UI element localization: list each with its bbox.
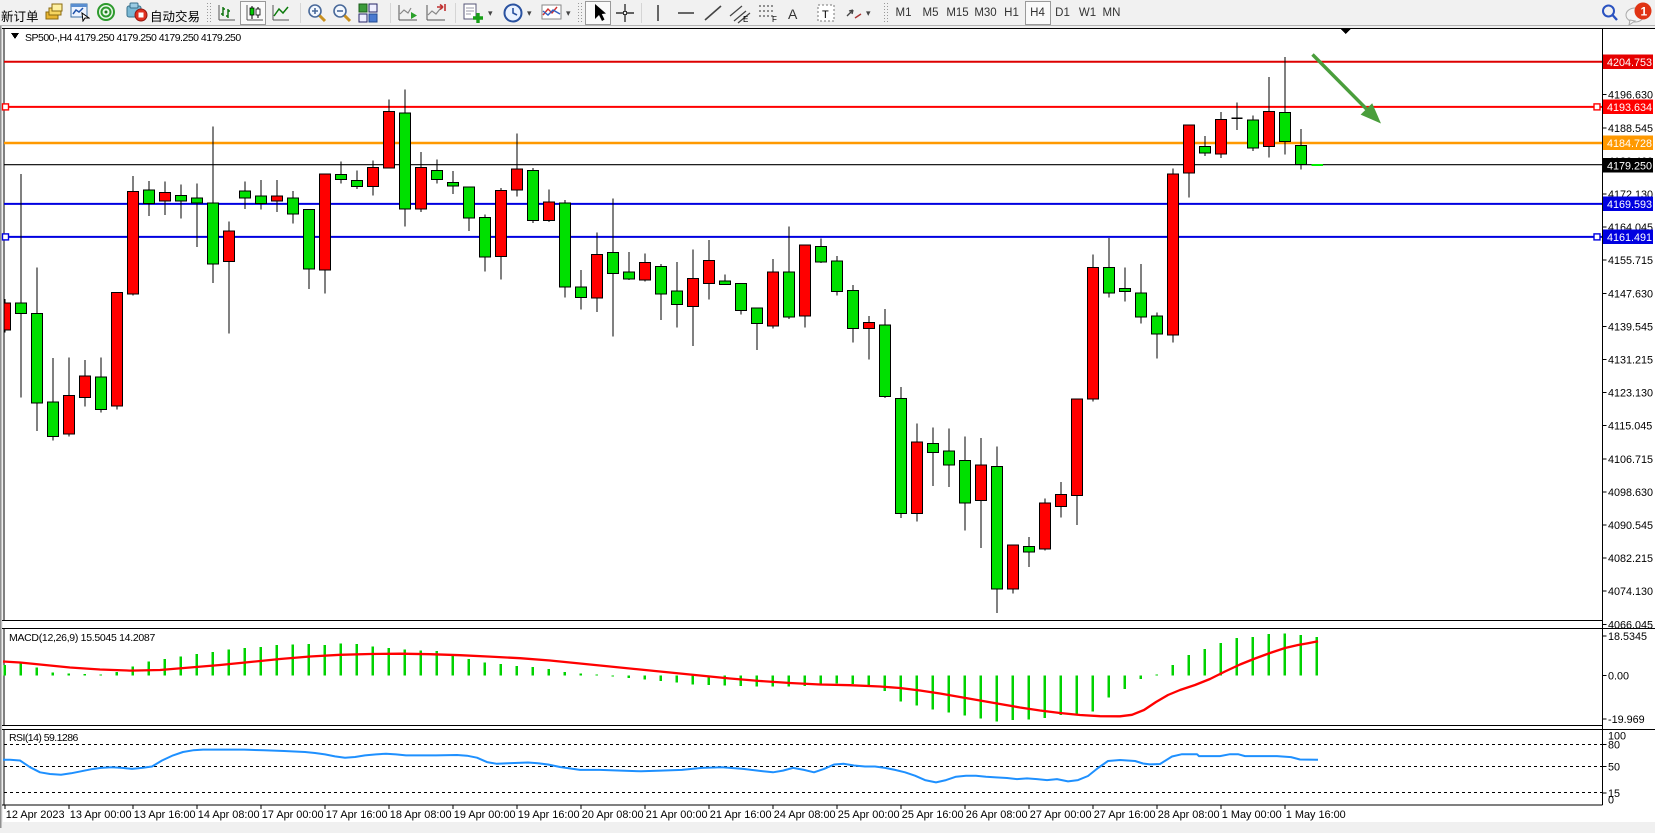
- svg-text:18.5345: 18.5345: [1608, 631, 1647, 643]
- svg-text:4161.491: 4161.491: [1607, 232, 1652, 244]
- svg-text:4196.630: 4196.630: [1608, 90, 1653, 102]
- svg-text:15: 15: [1608, 788, 1620, 800]
- svg-text:0.00: 0.00: [1608, 671, 1629, 683]
- svg-text:4090.545: 4090.545: [1608, 520, 1653, 532]
- svg-text:4155.715: 4155.715: [1608, 255, 1653, 267]
- svg-text:50: 50: [1608, 762, 1620, 774]
- svg-text:19 Apr 16:00: 19 Apr 16:00: [518, 809, 580, 821]
- svg-text:24 Apr 08:00: 24 Apr 08:00: [774, 809, 836, 821]
- svg-text:1 May 00:00: 1 May 00:00: [1222, 809, 1282, 821]
- svg-text:4074.130: 4074.130: [1608, 586, 1653, 598]
- svg-text:RSI(14) 59.1286: RSI(14) 59.1286: [9, 732, 79, 744]
- svg-text:14 Apr 08:00: 14 Apr 08:00: [198, 809, 260, 821]
- svg-text:4204.753: 4204.753: [1607, 57, 1652, 69]
- svg-text:21 Apr 00:00: 21 Apr 00:00: [646, 809, 708, 821]
- svg-text:13 Apr 00:00: 13 Apr 00:00: [70, 809, 132, 821]
- svg-text:100: 100: [1608, 730, 1626, 742]
- svg-text:4179.250: 4179.250: [1607, 160, 1652, 172]
- svg-text:25 Apr 00:00: 25 Apr 00:00: [838, 809, 900, 821]
- svg-text:13 Apr 16:00: 13 Apr 16:00: [134, 809, 196, 821]
- svg-text:28 Apr 08:00: 28 Apr 08:00: [1158, 809, 1220, 821]
- svg-text:4106.715: 4106.715: [1608, 454, 1653, 466]
- svg-text:4169.593: 4169.593: [1607, 199, 1652, 211]
- svg-text:T: T: [822, 9, 829, 21]
- svg-text:26 Apr 08:00: 26 Apr 08:00: [966, 809, 1028, 821]
- svg-text:1 May 16:00: 1 May 16:00: [1286, 809, 1346, 821]
- svg-text:20 Apr 08:00: 20 Apr 08:00: [582, 809, 644, 821]
- svg-text:25 Apr 16:00: 25 Apr 16:00: [902, 809, 964, 821]
- svg-text:27 Apr 16:00: 27 Apr 16:00: [1094, 809, 1156, 821]
- svg-text:SP500-,H4 4179.250 4179.250 4: SP500-,H4 4179.250 4179.250 4179.250 417…: [25, 32, 241, 44]
- svg-text:1: 1: [1641, 5, 1648, 19]
- svg-text:E: E: [743, 15, 748, 24]
- svg-text:4098.630: 4098.630: [1608, 487, 1653, 499]
- svg-text:4147.630: 4147.630: [1608, 288, 1653, 300]
- svg-text:18 Apr 08:00: 18 Apr 08:00: [390, 809, 452, 821]
- svg-text:17 Apr 00:00: 17 Apr 00:00: [262, 809, 324, 821]
- svg-text:MACD(12,26,9) 15.5045 14.2087: MACD(12,26,9) 15.5045 14.2087: [9, 632, 155, 644]
- svg-text:4082.215: 4082.215: [1608, 553, 1653, 565]
- svg-text:4188.545: 4188.545: [1608, 123, 1653, 135]
- svg-text:0: 0: [1608, 795, 1614, 807]
- svg-text:4066.045: 4066.045: [1608, 619, 1653, 631]
- svg-text:80: 80: [1608, 739, 1620, 751]
- svg-text:21 Apr 16:00: 21 Apr 16:00: [710, 809, 772, 821]
- svg-text:27 Apr 00:00: 27 Apr 00:00: [1030, 809, 1092, 821]
- svg-text:19 Apr 00:00: 19 Apr 00:00: [454, 809, 516, 821]
- svg-text:4139.545: 4139.545: [1608, 321, 1653, 333]
- svg-text:-19.969: -19.969: [1608, 714, 1645, 726]
- svg-text:F: F: [772, 15, 777, 24]
- svg-text:4184.728: 4184.728: [1607, 138, 1652, 150]
- svg-text:12 Apr 2023: 12 Apr 2023: [6, 809, 65, 821]
- svg-text:17 Apr 16:00: 17 Apr 16:00: [326, 809, 388, 821]
- svg-text:4115.045: 4115.045: [1608, 421, 1652, 433]
- svg-text:4123.130: 4123.130: [1608, 388, 1653, 400]
- svg-text:4193.634: 4193.634: [1607, 102, 1652, 114]
- svg-text:4131.215: 4131.215: [1608, 355, 1653, 367]
